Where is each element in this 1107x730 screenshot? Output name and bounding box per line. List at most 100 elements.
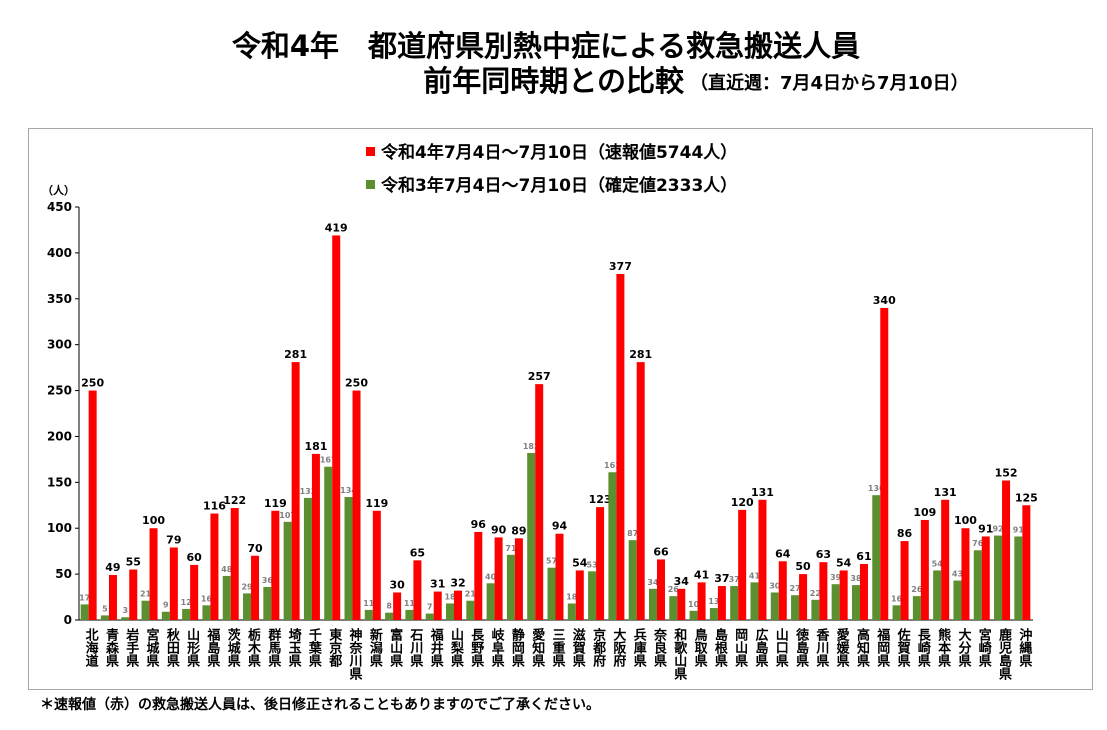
current-year-value-label: 60 [186, 551, 202, 564]
previous-year-value-label: 11 [404, 599, 416, 608]
y-tick-label: 400 [47, 246, 72, 260]
previous-year-value-label: 71 [505, 544, 517, 553]
x-tick-label: 奈良県 [651, 627, 668, 668]
x-tick-label: 長野県 [468, 628, 484, 668]
current-year-bar [311, 453, 320, 620]
x-tick-label: 京都府 [590, 627, 607, 668]
current-year-value-label: 250 [345, 377, 368, 390]
previous-year-value-label: 16 [201, 594, 213, 603]
current-year-value-label: 91 [978, 522, 993, 535]
current-year-bar [149, 528, 158, 620]
current-year-value-label: 54 [836, 556, 852, 569]
category-group: 41 131 [749, 486, 774, 620]
current-year-bar [575, 570, 584, 620]
previous-year-bar [202, 605, 211, 620]
category-group: 30 64 [769, 547, 791, 620]
y-tick-label: 0 [64, 613, 72, 627]
category-group: 48 122 [221, 494, 246, 620]
current-year-value-label: 340 [873, 294, 896, 307]
x-tick-label: 佐賀県 [895, 627, 912, 668]
previous-year-value-label: 26 [668, 585, 680, 594]
current-year-bar [454, 590, 463, 620]
previous-year-value-label: 7 [427, 603, 433, 612]
previous-year-value-label: 37 [729, 575, 740, 584]
current-year-value-label: 122 [223, 494, 246, 507]
previous-year-bar [141, 600, 150, 620]
current-year-bar [413, 560, 422, 620]
current-year-value-label: 55 [126, 556, 141, 569]
current-year-value-label: 49 [105, 561, 120, 574]
previous-year-value-label: 29 [241, 582, 253, 591]
category-group: 87 281 [627, 348, 652, 620]
legend: 令和4年7月4日～7月10日（速報値5744人） 令和3年7月4日～7月10日（確… [366, 142, 737, 196]
previous-year-value-label: 11 [363, 599, 375, 608]
previous-year-bar [446, 603, 455, 620]
x-tick-label: 熊本県 [935, 627, 951, 668]
previous-year-bar [912, 596, 921, 620]
chart-period-note: （直近週：7月4日から7月10日） [690, 72, 969, 94]
previous-year-value-label: 87 [627, 529, 638, 538]
category-group: 37 120 [729, 496, 754, 620]
x-tick-label: 愛媛県 [834, 627, 851, 668]
previous-year-value-label: 161 [604, 461, 621, 470]
current-year-bar [819, 562, 828, 620]
current-year-bar [514, 538, 523, 620]
category-group: 54 131 [932, 486, 957, 620]
x-tick-label: 和歌山県 [671, 627, 687, 681]
previous-year-value-label: 26 [911, 585, 923, 594]
current-year-bar [1002, 480, 1011, 620]
footnote: ＊速報値（赤）の救急搬送人員は、後日修正されることもありますのでご了承ください。 [40, 696, 600, 713]
legend-item-previous-year: 令和3年7月4日～7月10日（確定値2333人） [366, 175, 737, 196]
current-year-value-label: 70 [247, 542, 263, 555]
current-year-value-label: 34 [674, 575, 690, 588]
x-axis-labels: 北海道 青森県 岩手県 宮城県 秋田県 山形県 福島県 茨城県 栃木県 群馬県 埼玉県 千葉県 東京都神… [83, 627, 1032, 681]
current-year-value-label: 96 [471, 518, 487, 531]
previous-year-value-label: 48 [221, 565, 233, 574]
current-year-bar [697, 582, 706, 620]
category-group: 43 100 [952, 514, 977, 620]
current-year-value-label: 54 [572, 556, 588, 569]
current-year-bar [88, 390, 97, 620]
previous-year-value-label: 18 [444, 592, 456, 601]
previous-year-value-label: 91 [1013, 525, 1025, 534]
current-year-bar [433, 591, 442, 620]
y-tick-label: 250 [47, 384, 72, 398]
previous-year-bar [506, 554, 515, 620]
previous-year-bar [851, 585, 860, 620]
current-year-bar [332, 235, 341, 620]
previous-year-bar [973, 550, 982, 620]
category-group: 21 96 [465, 518, 487, 620]
category-group: 92 152 [992, 466, 1018, 620]
previous-year-value-label: 107 [279, 511, 296, 520]
category-group: 9 79 [161, 533, 181, 620]
previous-year-value-label: 40 [485, 572, 497, 581]
current-year-value-label: 119 [264, 497, 287, 510]
current-year-value-label: 32 [450, 577, 465, 590]
current-year-value-label: 50 [795, 560, 811, 573]
current-year-bar [129, 569, 138, 620]
current-year-value-label: 64 [775, 547, 791, 560]
x-tick-label: 山梨県 [448, 627, 465, 668]
previous-year-bar [1014, 536, 1023, 620]
previous-year-bar [933, 570, 942, 620]
category-group: 10 41 [688, 568, 709, 620]
previous-year-bar [182, 608, 191, 620]
legend-label-previous-year: 令和3年7月4日～7月10日（確定値2333人） [381, 175, 737, 196]
category-group: 36 119 [262, 497, 287, 620]
x-tick-label: 宮崎県 [976, 627, 992, 668]
previous-year-value-label: 133 [300, 487, 317, 496]
x-tick-label: 山口県 [773, 627, 789, 668]
category-group: 38 61 [850, 550, 872, 620]
previous-year-bar [831, 584, 840, 620]
x-tick-label: 岩手県 [123, 627, 140, 668]
previous-year-bar [811, 599, 820, 620]
y-tick-label: 350 [47, 292, 72, 306]
bars: 1725054935521100979126016116481222970361… [79, 221, 1038, 620]
current-year-value-label: 79 [166, 533, 181, 546]
current-year-bar [190, 564, 199, 620]
current-year-value-label: 86 [897, 527, 913, 540]
current-year-bar [778, 561, 787, 620]
previous-year-bar [892, 605, 901, 620]
